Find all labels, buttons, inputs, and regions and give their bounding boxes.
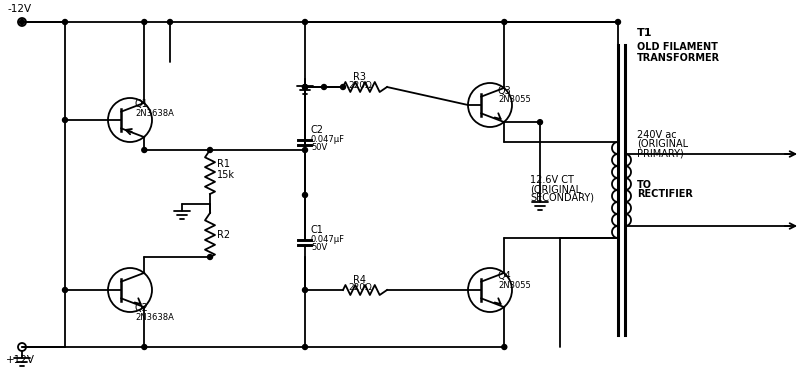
Text: +12V: +12V — [6, 355, 35, 365]
Text: 2N3638A: 2N3638A — [135, 108, 174, 117]
Circle shape — [207, 255, 213, 259]
Circle shape — [303, 85, 307, 89]
Circle shape — [502, 20, 506, 25]
Circle shape — [303, 344, 307, 349]
Circle shape — [303, 287, 307, 292]
Text: R4: R4 — [354, 275, 366, 285]
Text: Q1: Q1 — [135, 99, 149, 109]
Circle shape — [207, 147, 213, 152]
Text: C1: C1 — [311, 225, 324, 235]
Text: 240V ac: 240V ac — [637, 130, 676, 140]
Circle shape — [167, 20, 172, 25]
Circle shape — [62, 20, 67, 25]
Circle shape — [142, 344, 146, 349]
Text: (ORIGINAL: (ORIGINAL — [637, 139, 688, 149]
Text: (ORIGINAL: (ORIGINAL — [530, 184, 581, 194]
Circle shape — [537, 120, 543, 125]
Text: R2: R2 — [217, 230, 230, 240]
Circle shape — [303, 193, 307, 197]
Text: 0.047μF: 0.047μF — [311, 234, 345, 243]
Text: Q4: Q4 — [498, 271, 512, 281]
Text: TO: TO — [637, 180, 652, 190]
Text: 50V: 50V — [311, 144, 328, 152]
Text: 15k: 15k — [217, 170, 235, 180]
Text: R1: R1 — [217, 159, 230, 169]
Circle shape — [303, 20, 307, 25]
Text: PRIMARY): PRIMARY) — [637, 148, 684, 158]
Text: 2N3638A: 2N3638A — [135, 312, 174, 321]
Circle shape — [303, 147, 307, 152]
Circle shape — [321, 85, 327, 89]
Circle shape — [341, 85, 345, 89]
Text: Q3: Q3 — [498, 86, 512, 96]
Circle shape — [142, 20, 146, 25]
Text: R3: R3 — [354, 72, 366, 82]
Text: C2: C2 — [311, 125, 324, 135]
Text: 220Ω: 220Ω — [348, 80, 372, 89]
Text: 50V: 50V — [311, 243, 328, 252]
Circle shape — [19, 20, 24, 25]
Circle shape — [303, 85, 307, 89]
Text: OLD FILAMENT: OLD FILAMENT — [637, 42, 718, 52]
Text: TRANSFORMER: TRANSFORMER — [637, 53, 720, 63]
Circle shape — [616, 20, 621, 25]
Text: 2N3055: 2N3055 — [498, 280, 531, 289]
Text: 12.6V CT: 12.6V CT — [530, 175, 574, 185]
Text: -12V: -12V — [8, 4, 32, 14]
Text: 2N3055: 2N3055 — [498, 96, 531, 105]
Text: T1: T1 — [637, 28, 653, 38]
Text: Q2: Q2 — [135, 303, 149, 313]
Circle shape — [62, 287, 67, 292]
Circle shape — [502, 344, 506, 349]
Text: SECONDARY): SECONDARY) — [530, 193, 594, 203]
Text: 0.047μF: 0.047μF — [311, 135, 345, 144]
Circle shape — [142, 147, 146, 152]
Circle shape — [62, 117, 67, 122]
Text: RECTIFIER: RECTIFIER — [637, 189, 693, 199]
Text: 220Ω: 220Ω — [348, 284, 372, 292]
